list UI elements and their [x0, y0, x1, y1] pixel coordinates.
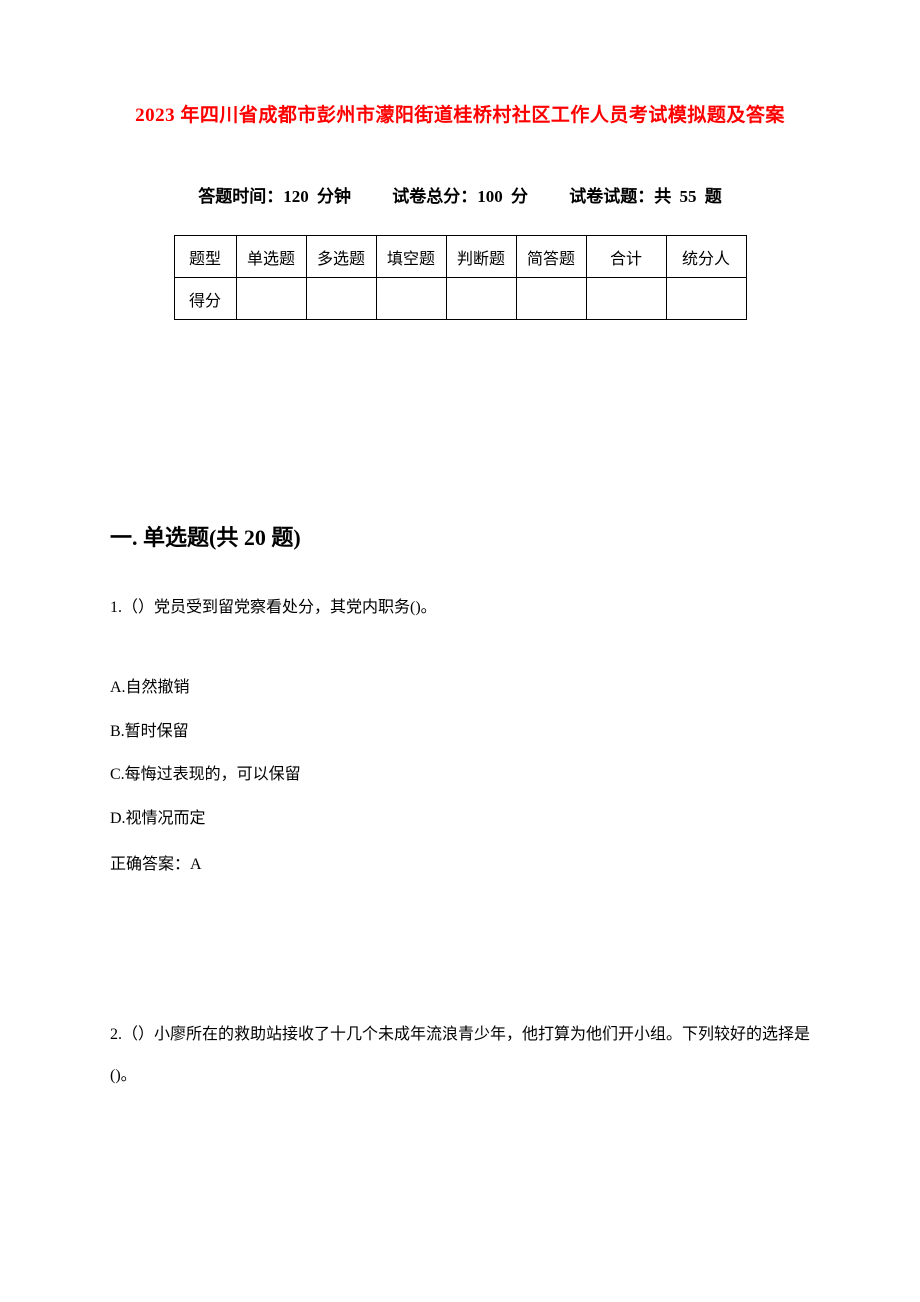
table-cell — [586, 278, 666, 320]
table-cell: 多选题 — [306, 236, 376, 278]
table-cell — [306, 278, 376, 320]
table-cell — [516, 278, 586, 320]
table-cell: 合计 — [586, 236, 666, 278]
document-title: 2023 年四川省成都市彭州市濛阳街道桂桥村社区工作人员考试模拟题及答案 — [110, 100, 810, 127]
score-table: 题型 单选题 多选题 填空题 判断题 简答题 合计 统分人 得分 — [174, 235, 747, 320]
option-b: B.暂时保留 — [110, 719, 810, 745]
count-label: 试卷试题： — [569, 187, 654, 206]
total-value: 100 分 — [477, 187, 528, 206]
option-d: D.视情况而定 — [110, 806, 810, 832]
table-cell — [376, 278, 446, 320]
table-cell: 简答题 — [516, 236, 586, 278]
table-header-row: 题型 单选题 多选题 填空题 判断题 简答题 合计 统分人 — [174, 236, 746, 278]
option-a: A.自然撤销 — [110, 675, 810, 701]
question-1-answer: 正确答案：A — [110, 850, 810, 874]
time-value: 120 分钟 — [283, 187, 351, 206]
option-c: C.每悔过表现的，可以保留 — [110, 762, 810, 788]
section-title: 一. 单选题(共 20 题) — [110, 520, 810, 552]
table-cell: 判断题 — [446, 236, 516, 278]
table-cell — [236, 278, 306, 320]
table-cell: 题型 — [174, 236, 236, 278]
exam-info-line: 答题时间：120 分钟 试卷总分：100 分 试卷试题：共 55 题 — [110, 182, 810, 207]
time-label: 答题时间： — [198, 187, 283, 206]
table-cell: 得分 — [174, 278, 236, 320]
question-2-text: 2.（）小廖所在的救助站接收了十几个未成年流浪青少年，他打算为他们开小组。下列较… — [110, 1014, 810, 1097]
table-cell: 填空题 — [376, 236, 446, 278]
question-1-text: 1.（）党员受到留党察看处分，其党内职务()。 — [110, 590, 810, 625]
total-label: 试卷总分： — [392, 187, 477, 206]
table-cell — [446, 278, 516, 320]
question-1-options: A.自然撤销 B.暂时保留 C.每悔过表现的，可以保留 D.视情况而定 — [110, 675, 810, 831]
table-cell — [666, 278, 746, 320]
table-score-row: 得分 — [174, 278, 746, 320]
table-cell: 统分人 — [666, 236, 746, 278]
table-cell: 单选题 — [236, 236, 306, 278]
count-value: 共 55 题 — [654, 187, 722, 206]
